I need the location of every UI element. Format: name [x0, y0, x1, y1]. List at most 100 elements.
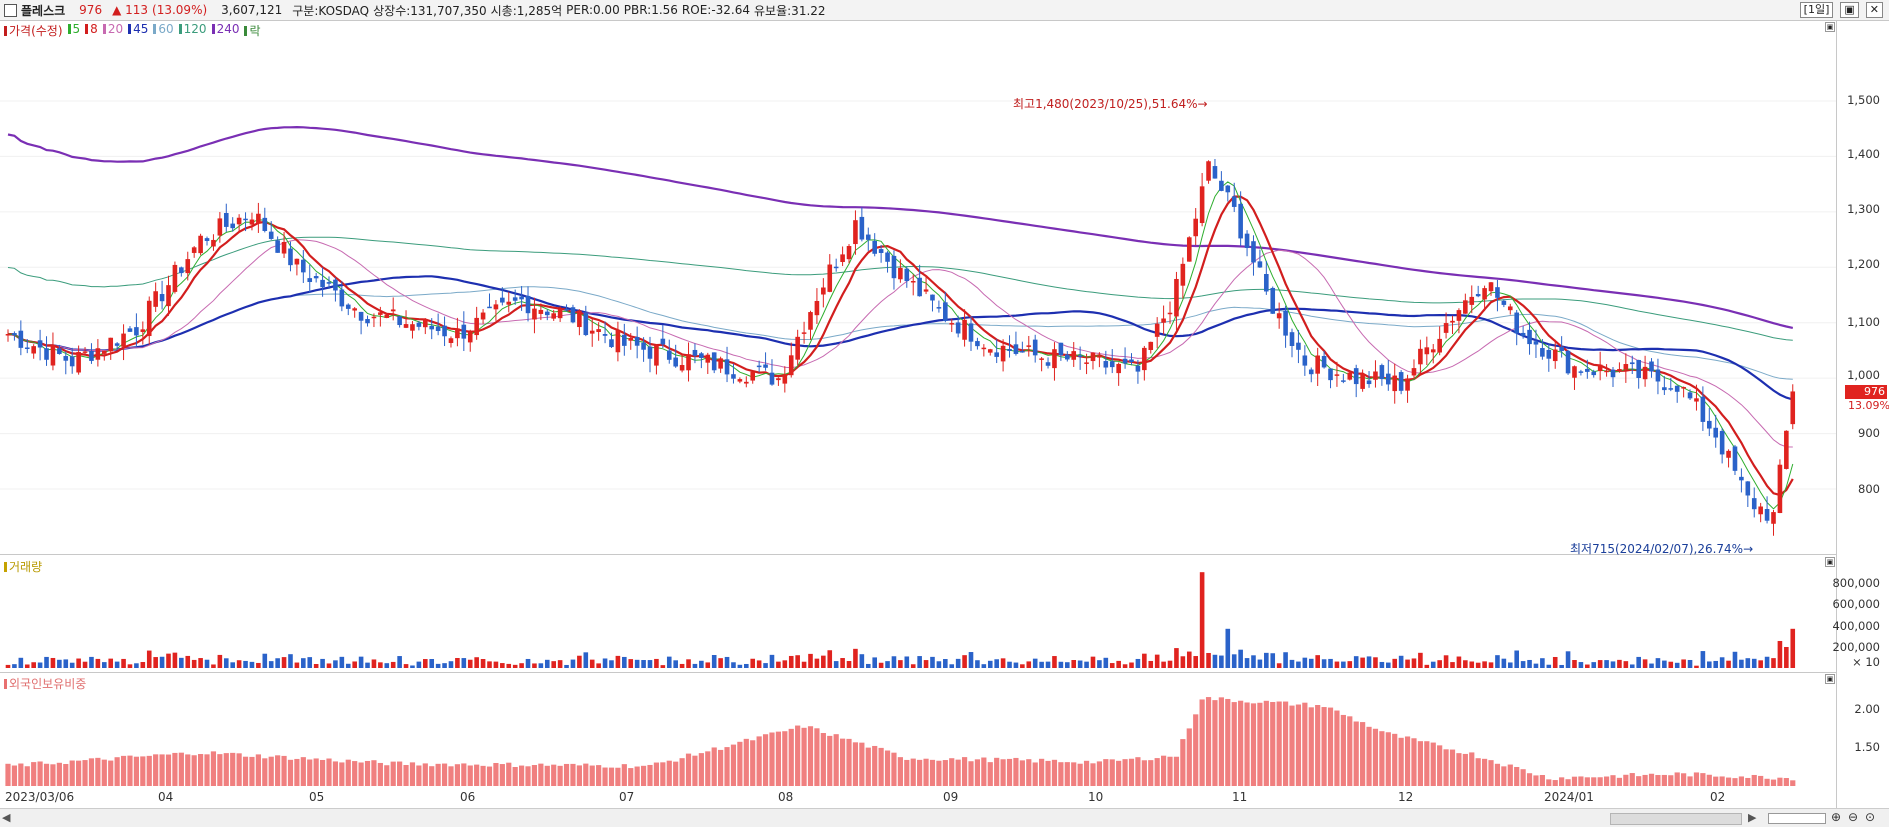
zoom-out-icon[interactable]: ⊖: [1848, 810, 1859, 824]
volume-bar: [1084, 661, 1089, 668]
volume-bar: [5, 664, 11, 668]
candle-body: [1520, 332, 1526, 336]
candle-body: [557, 308, 563, 319]
foreign-ratio-bar: [332, 761, 339, 786]
candle-body: [320, 279, 325, 288]
volume-tick: 400,000: [1832, 619, 1880, 633]
close-button[interactable]: ✕: [1865, 2, 1883, 18]
low-annotation: 최저715(2024/02/07),26.74%→: [1570, 542, 1754, 556]
candle-body: [1443, 323, 1449, 333]
candle-body: [313, 276, 319, 279]
chart-canvas[interactable]: [0, 0, 1836, 808]
period-button[interactable]: [1일]: [1799, 2, 1834, 18]
candle-body: [1353, 368, 1359, 385]
candle-body: [1328, 368, 1333, 381]
candle-body: [1694, 398, 1699, 402]
volume-panel[interactable]: [0, 554, 1836, 673]
candle-body: [506, 301, 512, 305]
candle-body: [1719, 430, 1725, 455]
volume-bar: [1161, 661, 1166, 668]
volume-bar: [82, 661, 88, 668]
volume-bar: [1032, 658, 1038, 668]
volume-bar: [904, 656, 910, 668]
foreign-ratio-bar: [275, 755, 281, 786]
zoom-in-icon[interactable]: ⊕: [1831, 810, 1842, 824]
foreign-ratio-bar: [364, 760, 371, 786]
foreign-ratio-bar: [519, 765, 525, 786]
foreign-ratio-bar: [1777, 777, 1783, 786]
foreign-ratio-bar: [56, 762, 62, 786]
volume-bar: [371, 659, 377, 668]
foreign-ratio-bar: [795, 725, 801, 786]
volume-bar: [1443, 655, 1449, 668]
foreign-ratio-bar: [884, 750, 891, 786]
volume-bar: [840, 658, 845, 668]
zoom-reset-icon[interactable]: ⊙: [1865, 810, 1876, 824]
foreign-ratio-bar: [1668, 775, 1674, 786]
foreign-ratio-bar: [1610, 775, 1616, 786]
foreign-ratio-bar: [1276, 701, 1282, 786]
volume-bar: [1334, 661, 1340, 668]
candle-body: [50, 344, 56, 366]
foreign-ratio-bar: [1122, 759, 1128, 786]
candle-body: [801, 332, 807, 334]
volume-panel-collapse-icon[interactable]: ▣: [1825, 557, 1835, 567]
candle-body: [281, 241, 287, 254]
scroll-thumb[interactable]: [1610, 813, 1742, 825]
foreign-ratio-bar: [1071, 762, 1077, 786]
candle-body: [390, 309, 396, 312]
foreign-ratio-bar: [377, 762, 383, 786]
volume-bar: [1527, 659, 1532, 668]
foreign-ratio-bar: [660, 762, 666, 786]
volume-bar: [788, 655, 794, 668]
stock-name[interactable]: 플레스크: [21, 3, 66, 18]
volume-bar: [1065, 662, 1070, 668]
candle-body: [423, 319, 428, 328]
volume-bar: [930, 656, 935, 668]
foreign-ratio-bar: [865, 747, 871, 786]
foreign-ratio-bar: [673, 761, 679, 786]
volume-bar: [223, 658, 229, 668]
foreign-panel-collapse-icon[interactable]: ▣: [1825, 674, 1835, 684]
volume-bar: [724, 656, 730, 668]
foreign-ratio-bar: [140, 756, 146, 786]
foreign-ratio-bar: [1642, 774, 1648, 786]
candle-body: [198, 235, 203, 254]
foreign-ratio-bar: [730, 744, 737, 786]
foreign-ratio-bar: [987, 762, 993, 786]
foreign-ratio-bar: [1244, 702, 1250, 786]
scroll-left-icon[interactable]: ◀: [2, 811, 11, 824]
volume-bar: [1520, 661, 1526, 668]
volume-bar: [570, 659, 576, 668]
zoom-slider[interactable]: [1768, 813, 1826, 824]
volume-bar: [1264, 652, 1269, 668]
panel-checkbox[interactable]: [4, 3, 17, 17]
foreign-ratio-bar: [692, 755, 698, 786]
volume-bar: [108, 658, 114, 668]
volume-bar: [1559, 664, 1564, 668]
price-panel[interactable]: [0, 20, 1836, 555]
volume-bar: [127, 664, 133, 668]
foreign-ratio-bar: [1623, 774, 1629, 786]
volume-bar: [1321, 659, 1327, 668]
scroll-right-icon[interactable]: ▶: [1748, 811, 1757, 824]
volume-bar: [801, 661, 807, 668]
candle-body: [1109, 361, 1115, 368]
candle-body: [544, 311, 550, 316]
candle-body: [1726, 450, 1731, 458]
volume-bar: [1591, 662, 1597, 668]
ma45-line: [7, 275, 1794, 401]
candle-body: [57, 348, 62, 354]
volume-bar: [467, 659, 473, 668]
volume-bar: [1219, 655, 1224, 668]
candle-body: [1148, 341, 1154, 350]
foreign-panel[interactable]: [0, 672, 1836, 791]
foreign-ratio-bar: [640, 765, 647, 786]
volume-bar: [18, 657, 24, 668]
candle-body: [660, 338, 666, 345]
volume-bar: [390, 661, 396, 668]
price-panel-collapse-icon[interactable]: ▣: [1825, 22, 1835, 32]
foreign-ratio-bar: [1603, 776, 1610, 786]
restore-button[interactable]: ▣: [1840, 2, 1859, 18]
volume-bar: [705, 662, 711, 668]
